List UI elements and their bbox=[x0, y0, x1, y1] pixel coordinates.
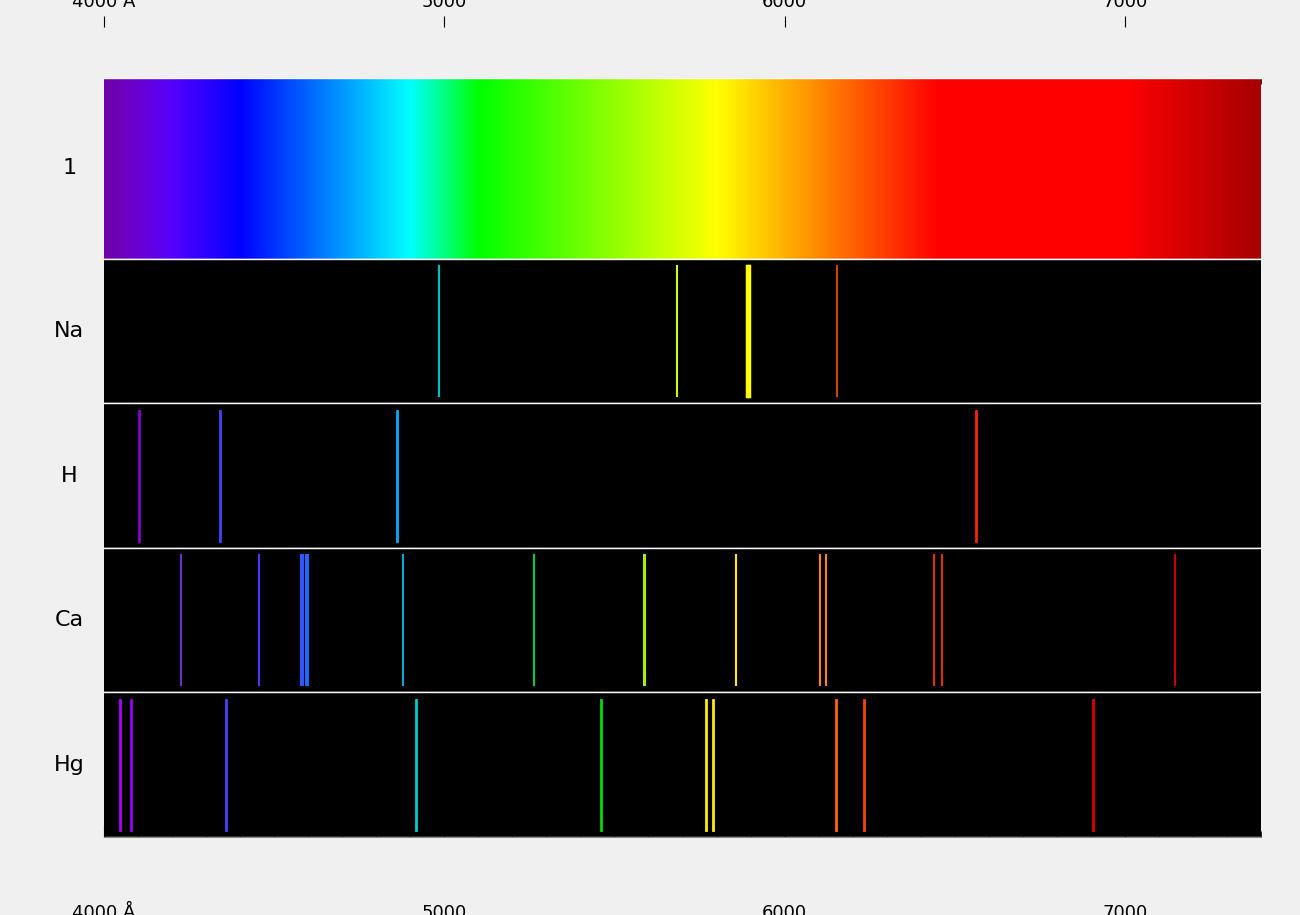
Y-axis label: Na: Na bbox=[55, 321, 84, 341]
Y-axis label: 1: 1 bbox=[62, 158, 77, 178]
Y-axis label: Ca: Ca bbox=[55, 610, 83, 630]
Y-axis label: H: H bbox=[61, 466, 78, 486]
Y-axis label: Hg: Hg bbox=[53, 755, 84, 775]
